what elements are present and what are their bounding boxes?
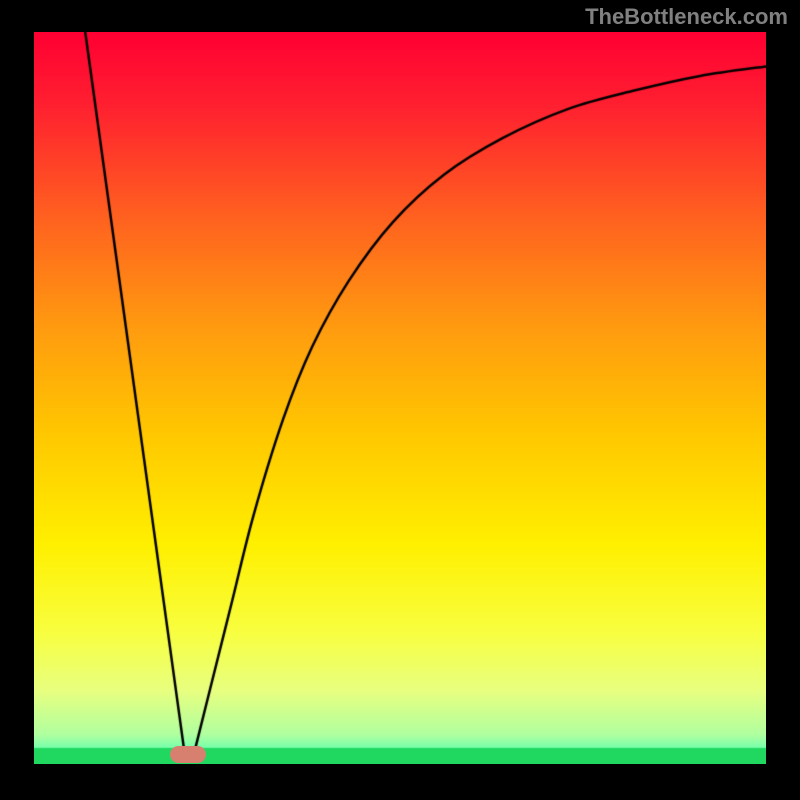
plot-area: [34, 32, 766, 764]
watermark-text: TheBottleneck.com: [585, 4, 788, 30]
curve-line: [34, 32, 766, 764]
chart-container: TheBottleneck.com: [0, 0, 800, 800]
min-point-marker: [170, 746, 206, 763]
